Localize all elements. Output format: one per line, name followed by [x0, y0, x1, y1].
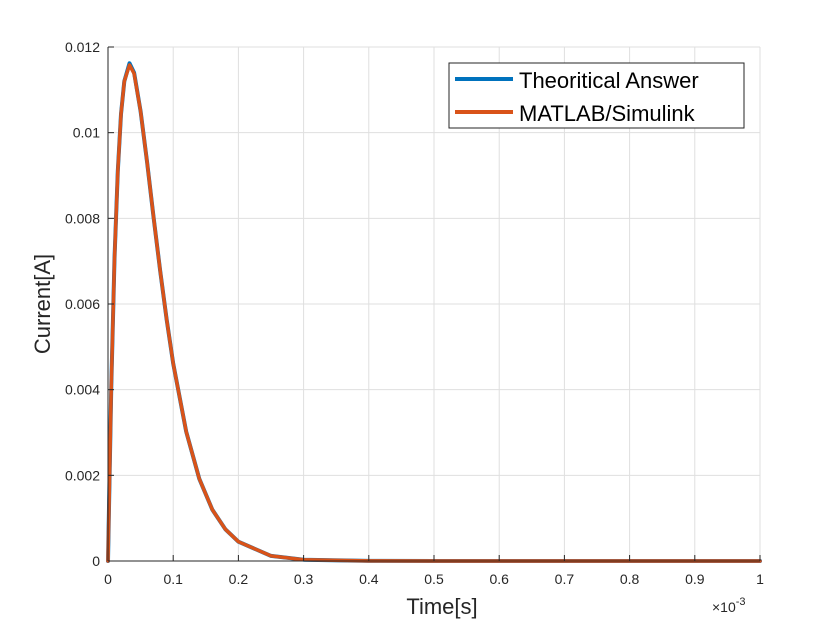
y-tick-label: 0.006: [65, 296, 100, 312]
legend-label-theoretical: Theoritical Answer: [519, 68, 699, 93]
x-tick-label: 0.1: [163, 571, 183, 587]
x-tick-label: 0.2: [229, 571, 249, 587]
y-tick-label: 0.01: [73, 125, 100, 141]
x-tick-label: 0.5: [424, 571, 444, 587]
x-tick-label: 0.3: [294, 571, 314, 587]
y-tick-label: 0.004: [65, 382, 100, 398]
x-tick-label: 0.8: [620, 571, 640, 587]
y-ticks: 0 0.002 0.004 0.006 0.008 0.01 0.012: [65, 39, 114, 569]
y-tick-label: 0.002: [65, 467, 100, 483]
x-tick-label: 0.4: [359, 571, 379, 587]
x-axis-label: Time[s]: [406, 594, 477, 619]
x-tick-label: 0.7: [555, 571, 575, 587]
x-tick-label: 0: [104, 571, 112, 587]
legend-box: [448, 62, 745, 129]
y-tick-label: 0.008: [65, 210, 100, 226]
x-tick-label: 1: [756, 571, 764, 587]
x-tick-label: 0.6: [489, 571, 509, 587]
y-tick-label: 0.012: [65, 39, 100, 55]
x-ticks: 0 0.1 0.2 0.3 0.4 0.5 0.6 0.7 0.8 0.9 1: [104, 555, 764, 587]
legend: Theoritical Answer MATLAB/Simulink: [448, 62, 745, 129]
x-exponent-power: -3: [736, 596, 746, 608]
x-tick-label: 0.9: [685, 571, 705, 587]
x-exponent-label: ×10-3: [712, 596, 746, 615]
grid-lines: [107, 46, 761, 562]
legend-label-simulink: MATLAB/Simulink: [519, 101, 696, 126]
y-tick-label: 0: [92, 553, 100, 569]
x-exponent-base: ×10: [712, 599, 736, 615]
y-axis-label: Current[A]: [30, 254, 55, 354]
